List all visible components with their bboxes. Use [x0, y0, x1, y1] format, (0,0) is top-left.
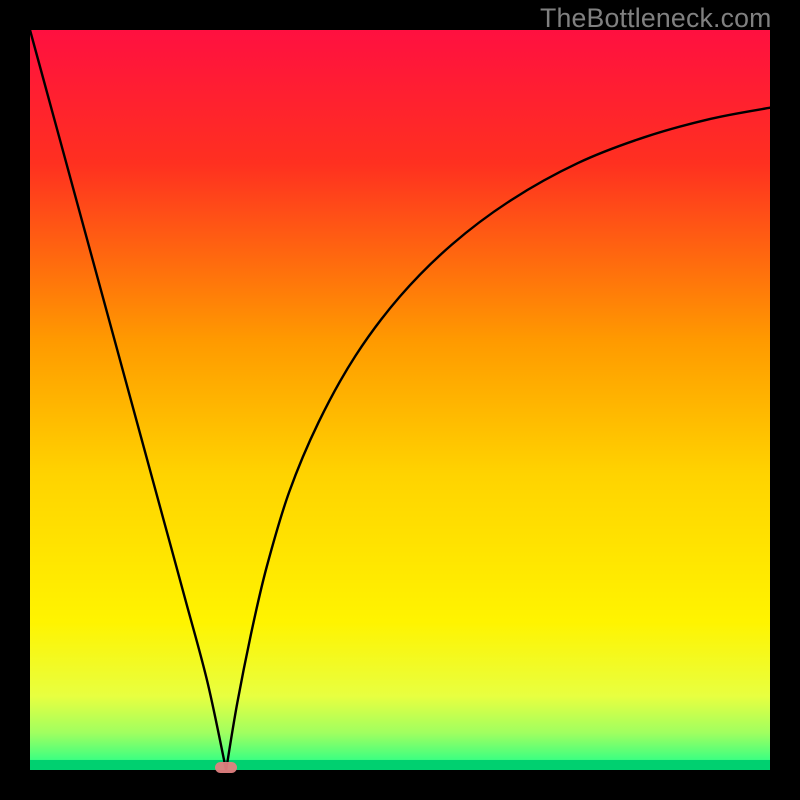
baseline-green-band	[30, 760, 770, 770]
chart-background	[0, 0, 800, 800]
plot-area	[30, 30, 770, 770]
